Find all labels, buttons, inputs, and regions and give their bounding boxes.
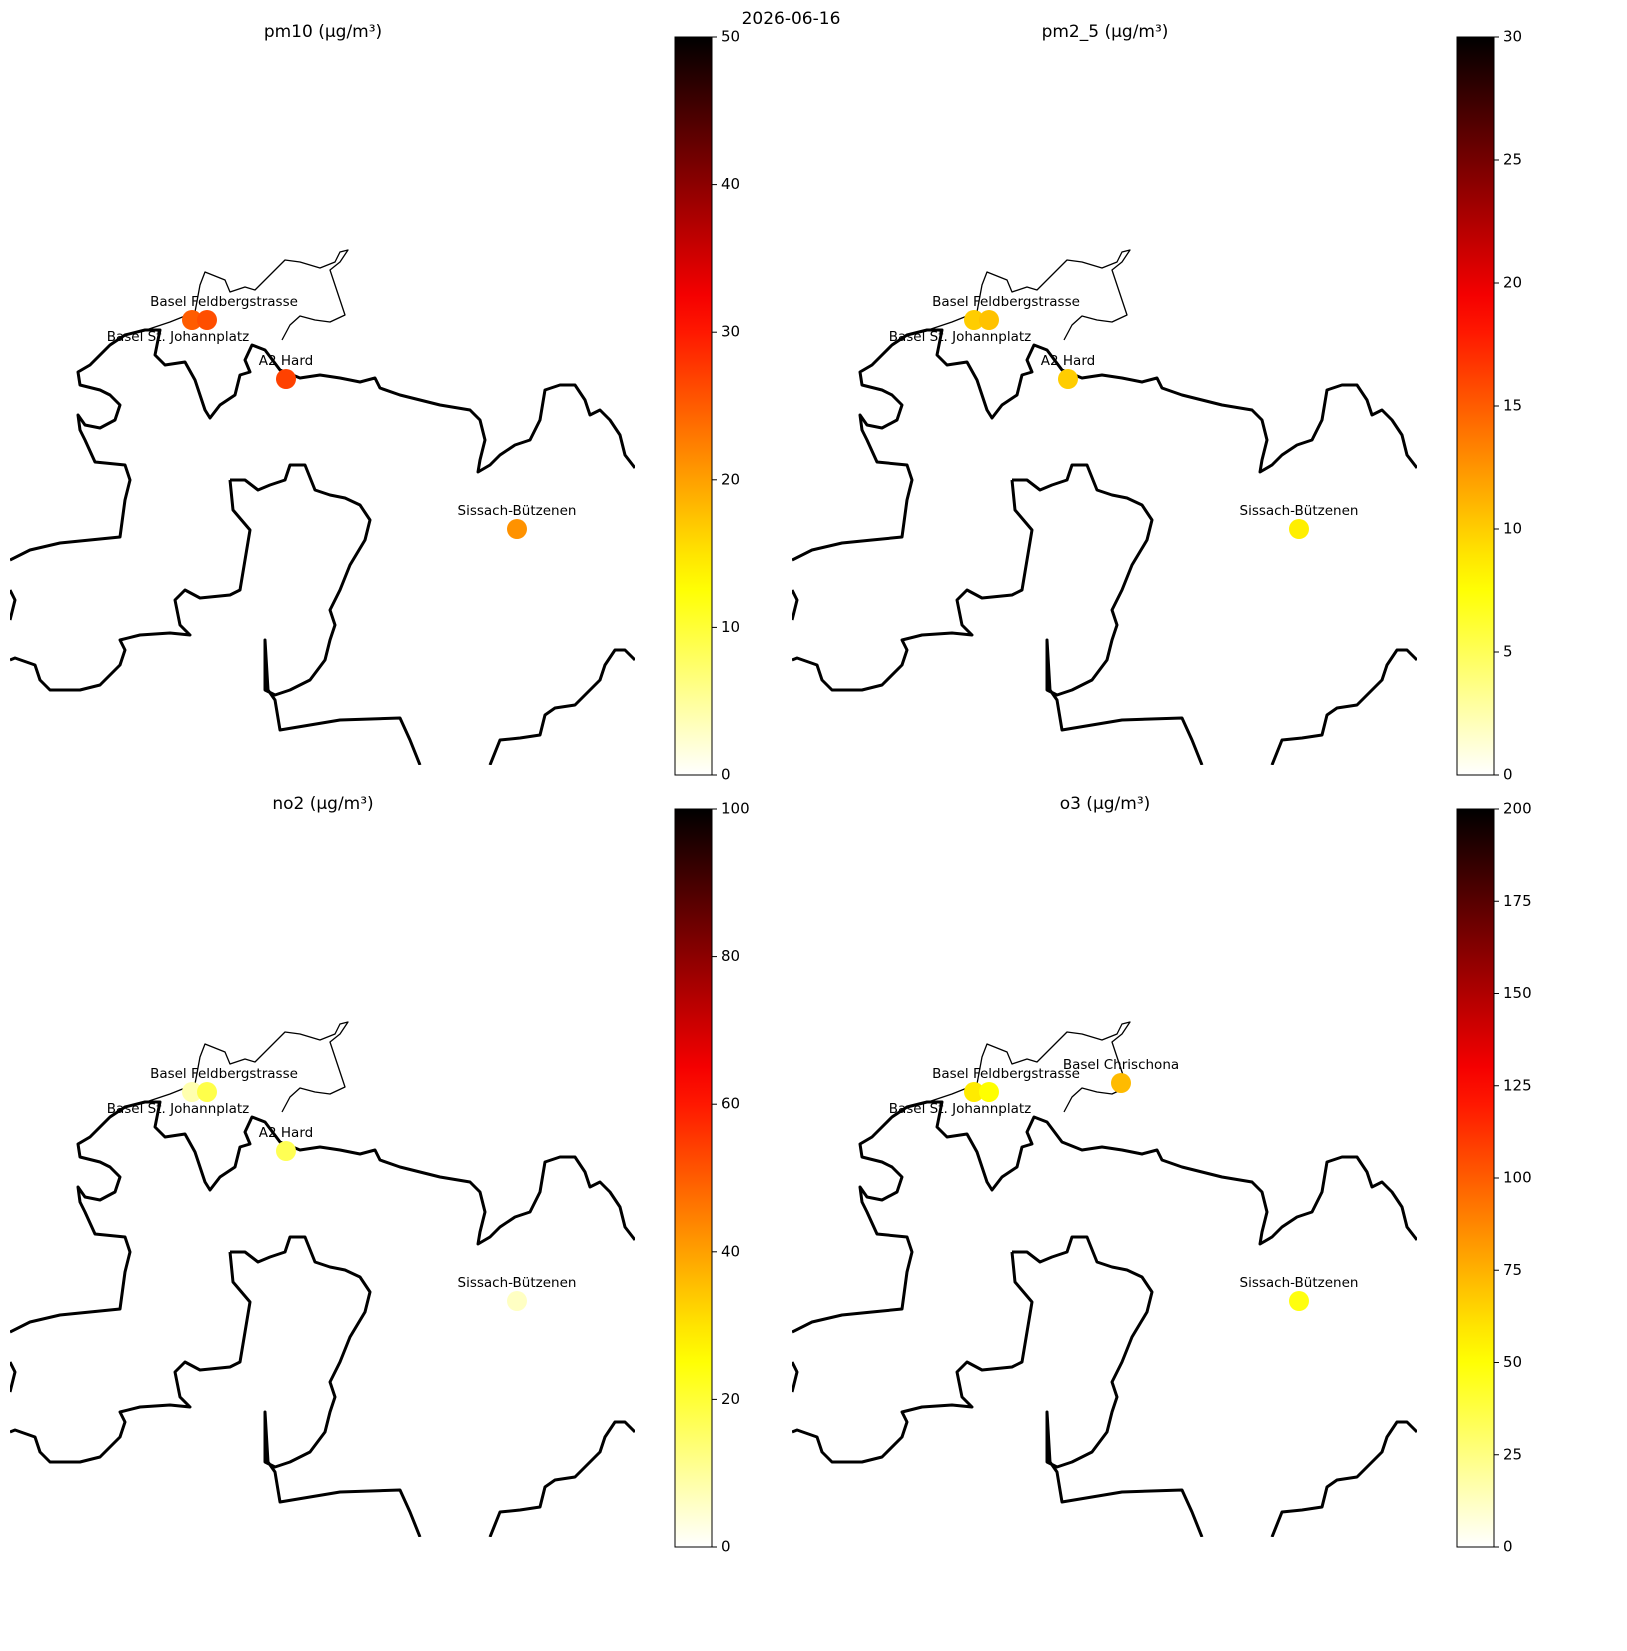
panel: pm10 (µg/m³) Basel St. Johannplatz Basel F…	[107, 22, 740, 784]
station-label: A2 Hard	[259, 1125, 313, 1141]
colorbar-tick-label: 20	[721, 1390, 740, 1408]
station-label: Basel Chrischona	[1063, 1057, 1179, 1073]
colorbar-tick-label: 0	[1503, 1538, 1513, 1556]
colorbar-tick-label: 10	[1503, 520, 1522, 538]
station-label: Basel Feldbergstrasse	[932, 294, 1080, 310]
station-label: Sissach-Bützenen	[1240, 503, 1359, 519]
colorbar-tick-label: 20	[721, 470, 740, 488]
station-label: Basel Feldbergstrasse	[932, 1066, 1080, 1082]
panel-title: o3 (µg/m³)	[1060, 794, 1151, 814]
station-marker	[276, 1141, 296, 1161]
station-marker	[1058, 369, 1078, 389]
station-label: Sissach-Bützenen	[458, 1275, 577, 1291]
station-marker	[197, 1082, 217, 1102]
station-marker	[1289, 1291, 1309, 1311]
colorbar-tick-label: 40	[721, 175, 740, 193]
panel-title: pm2_5 (µg/m³)	[1042, 22, 1169, 42]
station-label: A2 Hard	[259, 353, 313, 369]
station-marker	[507, 519, 527, 539]
station-label: A2 Hard	[1041, 353, 1095, 369]
panel: no2 (µg/m³) Basel St. Johannplatz Basel Fe…	[107, 794, 750, 1556]
station-label: Basel St. Johannplatz	[889, 329, 1032, 345]
colorbar-tick-label: 5	[1503, 643, 1513, 661]
panel-title: pm10 (µg/m³)	[264, 22, 382, 42]
station-marker	[979, 310, 999, 330]
colorbar-tick-label: 30	[1503, 28, 1522, 46]
station-marker	[276, 369, 296, 389]
colorbar-tick-label: 80	[721, 947, 740, 965]
station-label: Basel St. Johannplatz	[107, 329, 250, 345]
panel: o3 (µg/m³) Basel St. Johannplatz Basel Fel…	[889, 794, 1532, 1556]
station-label: Basel Feldbergstrasse	[150, 294, 298, 310]
colorbar-tick-label: 0	[1503, 766, 1513, 784]
colorbar-tick-label: 20	[1503, 274, 1522, 292]
colorbar-tick-label: 25	[1503, 1445, 1522, 1463]
colorbar-tick-label: 100	[721, 800, 750, 818]
colorbar-tick-label: 200	[1503, 800, 1532, 818]
panel: pm2_5 (µg/m³) Basel St. Johannplatz Basel …	[889, 22, 1522, 784]
colorbar	[1456, 808, 1495, 1548]
colorbar-tick-label: 150	[1503, 984, 1532, 1002]
colorbar-tick-label: 0	[721, 766, 731, 784]
panel-title: no2 (µg/m³)	[272, 794, 373, 814]
station-marker	[182, 1082, 202, 1102]
station-label: Basel St. Johannplatz	[107, 1101, 250, 1117]
station-label: Basel St. Johannplatz	[889, 1101, 1032, 1117]
colorbar-tick-label: 100	[1503, 1169, 1532, 1187]
colorbar	[1456, 36, 1495, 776]
figure-title: 2026-06-16	[742, 9, 841, 29]
station-label: Sissach-Bützenen	[458, 503, 577, 519]
station-marker	[507, 1291, 527, 1311]
colorbar-tick-label: 30	[721, 323, 740, 341]
colorbar-tick-label: 125	[1503, 1076, 1532, 1094]
colorbar-tick-label: 60	[721, 1095, 740, 1113]
colorbar	[674, 36, 713, 776]
station-label: Basel Feldbergstrasse	[150, 1066, 298, 1082]
colorbar-tick-label: 75	[1503, 1261, 1522, 1279]
colorbar-tick-label: 10	[721, 618, 740, 636]
colorbar-tick-label: 25	[1503, 151, 1522, 169]
station-marker	[197, 310, 217, 330]
colorbar	[674, 808, 713, 1548]
station-marker	[1289, 519, 1309, 539]
station-label: Sissach-Bützenen	[1240, 1275, 1359, 1291]
colorbar-tick-label: 175	[1503, 892, 1532, 910]
colorbar-tick-label: 15	[1503, 397, 1522, 415]
colorbar-tick-label: 0	[721, 1538, 731, 1556]
colorbar-tick-label: 50	[721, 28, 740, 46]
station-marker	[964, 310, 984, 330]
station-marker	[979, 1082, 999, 1102]
colorbar-tick-label: 50	[1503, 1353, 1522, 1371]
station-marker	[182, 310, 202, 330]
colorbar-tick-label: 40	[721, 1242, 740, 1260]
station-marker	[1111, 1073, 1131, 1093]
station-marker	[964, 1082, 984, 1102]
